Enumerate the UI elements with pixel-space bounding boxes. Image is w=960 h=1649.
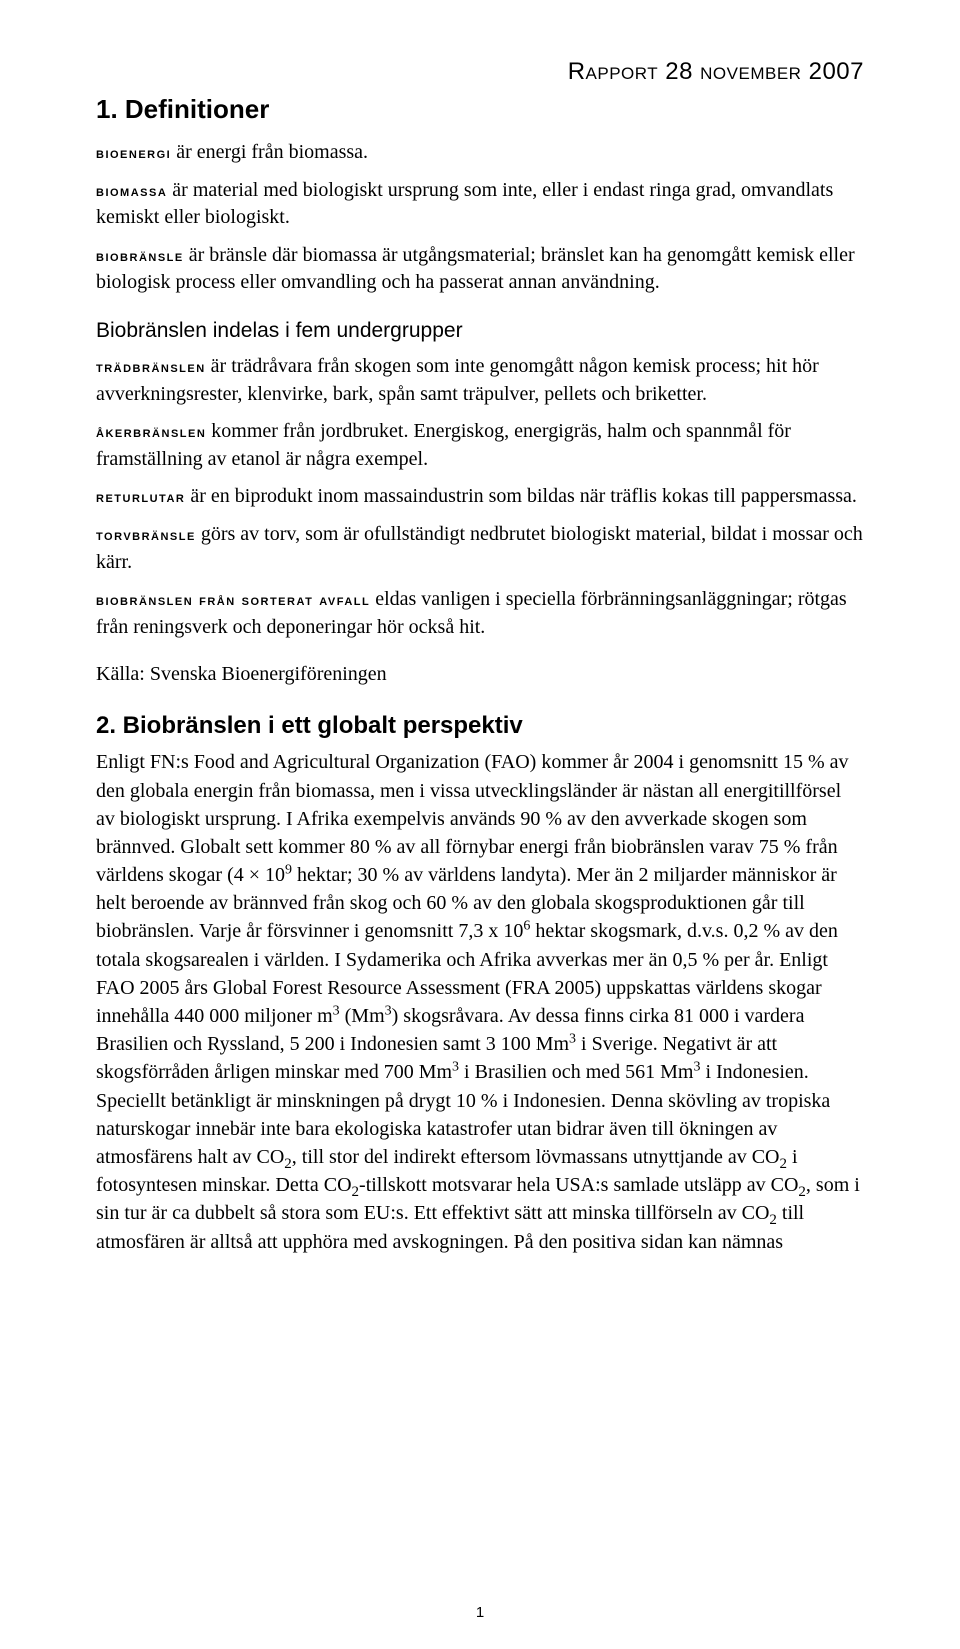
section-1-title: 1. Definitioner — [96, 94, 864, 125]
text-biomassa: är material med biologiskt ursprung som … — [96, 179, 833, 229]
term-tradbranslen: trädbränslen — [96, 359, 206, 376]
term-returlutar: returlutar — [96, 489, 185, 506]
def-biomassa: biomassa är material med biologiskt ursp… — [96, 177, 864, 232]
def-torvbransle: torvbränsle görs av torv, som är ofullst… — [96, 521, 864, 576]
def-returlutar: returlutar är en biprodukt inom massaind… — [96, 483, 864, 511]
def-biobransle: biobränsle är bränsle där biomassa är ut… — [96, 242, 864, 297]
document-page: Rapport 28 november 2007 1. Definitioner… — [0, 0, 960, 1649]
term-biobransle: biobränsle — [96, 248, 184, 265]
def-tradbranslen: trädbränslen är trädråvara från skogen s… — [96, 353, 864, 408]
source-line: Källa: Svenska Bioenergiföreningen — [96, 663, 864, 686]
text-returlutar: är en biprodukt inom massaindustrin som … — [185, 485, 857, 507]
def-bioenergi: bioenergi är energi från biomassa. — [96, 139, 864, 167]
section-2-body: Enligt FN:s Food and Agricultural Organi… — [96, 748, 864, 1255]
page-number: 1 — [0, 1604, 960, 1621]
report-header: Rapport 28 november 2007 — [96, 58, 864, 86]
text-biobransle: är bränsle där biomassa är utgångsmateri… — [96, 244, 855, 294]
text-torvbransle: görs av torv, som är ofullständigt nedbr… — [96, 523, 863, 573]
term-akerbranslen: åkerbränslen — [96, 424, 206, 441]
subhead-undergrupper: Biobränslen indelas i fem undergrupper — [96, 319, 864, 343]
section-2-title: 2. Biobränslen i ett globalt perspektiv — [96, 712, 864, 740]
text-bioenergi: är energi från biomassa. — [171, 141, 368, 163]
term-avfall: biobränslen från sorterat avfall — [96, 592, 370, 609]
term-torvbransle: torvbränsle — [96, 527, 196, 544]
term-bioenergi: bioenergi — [96, 145, 171, 162]
def-akerbranslen: åkerbränslen kommer från jordbruket. Ene… — [96, 418, 864, 473]
term-biomassa: biomassa — [96, 183, 167, 200]
def-avfall: biobränslen från sorterat avfall eldas v… — [96, 586, 864, 641]
